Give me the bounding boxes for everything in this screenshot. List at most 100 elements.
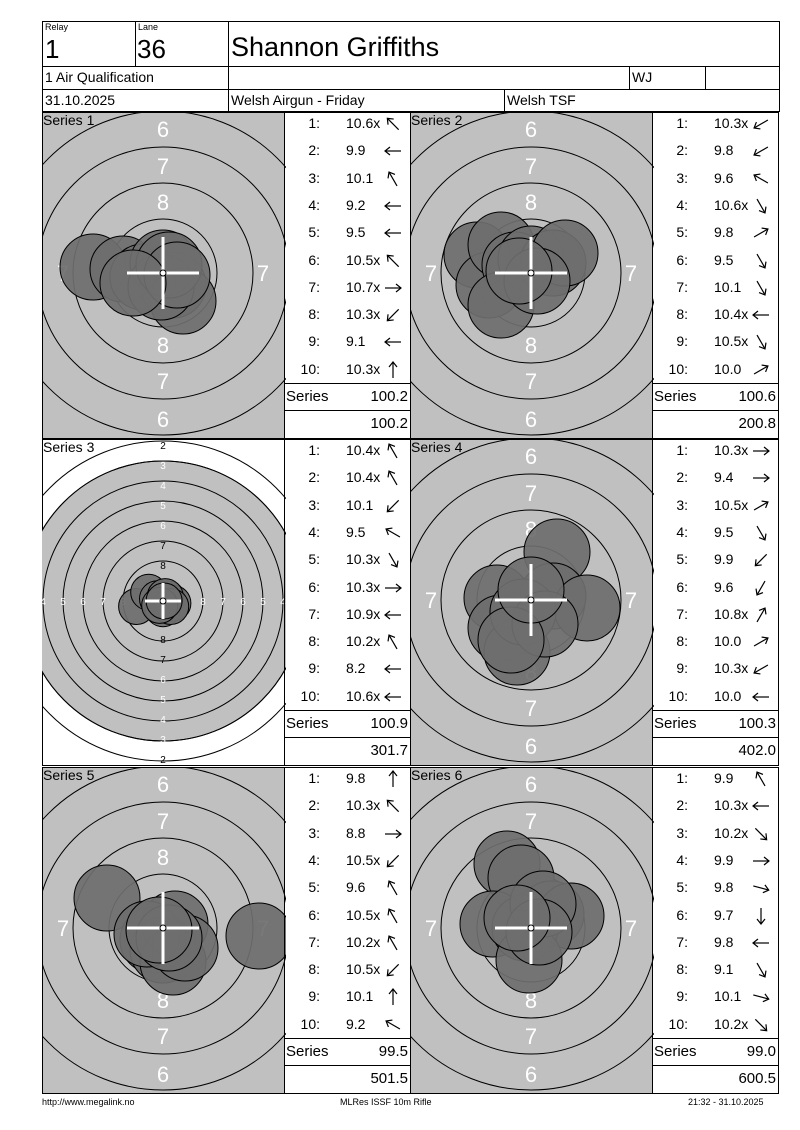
shot-row: 5: 10.3x (284, 546, 410, 573)
shot-number: 5: (308, 551, 320, 568)
ring-label: 7 (525, 696, 537, 721)
shot-number: 4: (308, 523, 320, 540)
ring-label: 7 (625, 916, 637, 941)
footer-software: MLRes ISSF 10m Rifle (340, 1097, 432, 1107)
ring-label: 5 (60, 597, 66, 608)
shot-row: 5: 9.8 (652, 874, 778, 901)
ring-label: 6 (160, 521, 166, 532)
shot-score: 9.9 (714, 551, 734, 568)
shot-row: 6: 9.5 (652, 247, 778, 274)
shot-number: 4: (308, 851, 320, 868)
series-title: Series 3 (43, 439, 95, 455)
shot-number: 2: (676, 469, 688, 486)
shot-score: 10.3x (714, 442, 749, 458)
series-title: Series 6 (411, 767, 463, 783)
shot-number: 9: (308, 333, 320, 350)
shot-score: 10.5x (346, 961, 381, 978)
series-block: 223344445555666677778888Series 31:10.4x2… (42, 439, 412, 766)
shot-score: 8.8 (346, 824, 366, 841)
target-ring (410, 146, 654, 400)
direction-arrow-icon (385, 1019, 401, 1030)
direction-arrow-icon (756, 198, 767, 214)
shot-number: 7: (676, 605, 688, 622)
direction-arrow-icon (756, 253, 767, 269)
shot-score: 9.4 (714, 469, 734, 486)
ring-label: 6 (525, 444, 537, 469)
ring-label: 6 (157, 407, 169, 432)
direction-arrow-icon (385, 283, 402, 293)
shot-row: 6: 10.5x (284, 247, 410, 274)
ring-label: 3 (160, 735, 166, 746)
shot-row: 3: 9.6 (652, 165, 778, 192)
direction-arrow-icon (753, 636, 769, 647)
shot-number: 9: (308, 988, 320, 1005)
shot-score: 10.7x (346, 278, 381, 295)
target-ring (42, 767, 286, 1091)
series-label: Series (286, 1043, 329, 1060)
shot-row: 4: 9.2 (284, 192, 410, 219)
direction-arrow-icon (752, 938, 769, 948)
direction-arrow-icon (386, 499, 400, 512)
series-score: 100.2 (370, 388, 408, 405)
direction-arrow-icon (384, 337, 401, 347)
target-ring (42, 440, 286, 762)
shot-number: 10: (300, 687, 320, 704)
ring-label: 6 (157, 1062, 169, 1087)
ring-label: 3 (160, 461, 166, 472)
ring-label: 6 (160, 675, 166, 686)
direction-arrow-icon (756, 962, 767, 978)
ring-label: 7 (160, 541, 166, 552)
series-score: 100.3 (738, 715, 776, 732)
shot-row: 3: 10.2x (652, 820, 778, 847)
footer-url: http://www.megalink.no (42, 1097, 135, 1107)
shot-number: 9: (308, 660, 320, 677)
shot-score: 10.3x (346, 551, 381, 568)
shot-number: 1: (676, 442, 688, 458)
center-dot (527, 596, 535, 604)
shot-row: 2: 9.9 (284, 137, 410, 164)
shot-hole (483, 884, 551, 952)
shot-score: 9.1 (714, 961, 734, 978)
ring-label: 8 (157, 845, 169, 870)
shot-row: 9: 8.2 (284, 655, 410, 682)
shot-row: 7: 10.8x (652, 601, 778, 628)
shot-score: 10.2x (714, 824, 749, 841)
shot-number: 1: (676, 115, 688, 131)
ring-label: 7 (157, 1024, 169, 1049)
shot-row: 10: 10.0 (652, 356, 778, 383)
direction-arrow-icon (388, 770, 398, 787)
shot-score: 10.2x (714, 1015, 749, 1032)
shot-number: 3: (676, 496, 688, 513)
series-label: Series (654, 1043, 697, 1060)
series-title: Series 1 (43, 112, 95, 128)
shot-score: 9.1 (346, 333, 366, 350)
shot-number: 7: (308, 605, 320, 622)
series-label: Series (654, 715, 697, 732)
direction-arrow-icon (756, 280, 767, 296)
cumulative-score: 402.0 (738, 742, 776, 759)
shot-hole (99, 249, 167, 317)
shot-row: 1: 9.8 (284, 765, 410, 792)
direction-arrow-icon (756, 607, 767, 623)
shot-row: 3: 10.1 (284, 165, 410, 192)
center-dot (159, 597, 167, 605)
cumulative-score: 501.5 (370, 1070, 408, 1087)
shot-number: 3: (308, 824, 320, 841)
ring-label: 7 (525, 154, 537, 179)
shot-number: 8: (676, 633, 688, 650)
shot-score: 9.5 (346, 224, 366, 241)
direction-arrow-icon (753, 173, 769, 184)
shot-row: 10: 10.2x (652, 1011, 778, 1038)
ring-label: 2 (160, 755, 166, 766)
target-ring (410, 112, 654, 436)
direction-arrow-icon (388, 360, 398, 378)
shot-number: 9: (676, 988, 688, 1005)
target-ring (410, 801, 654, 1055)
shot-score: 10.6x (346, 115, 381, 131)
shot-number: 8: (676, 961, 688, 978)
